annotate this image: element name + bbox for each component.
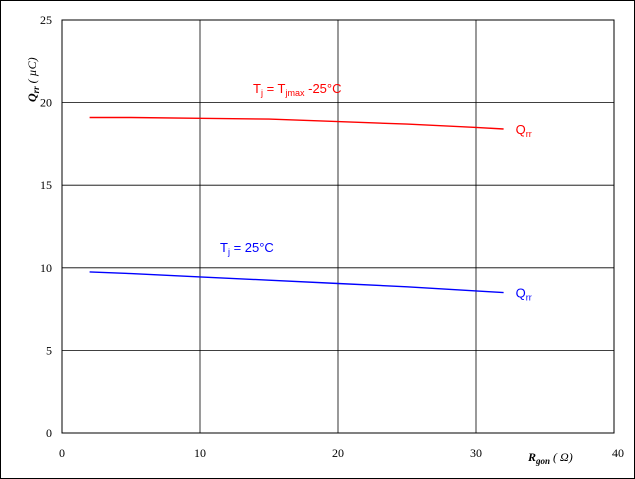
- condition-label: Tj = Tjmax -25°C: [253, 81, 342, 98]
- series-end-label: Qrr: [516, 286, 532, 303]
- y-axis-title: Qrr ( µC): [25, 57, 41, 102]
- x-tick-label: 30: [470, 446, 482, 460]
- y-tick-label: 15: [40, 178, 52, 192]
- y-tick-label: 10: [40, 261, 52, 275]
- x-axis-title: Rgon ( Ω): [527, 450, 573, 466]
- x-tick-label: 20: [332, 446, 344, 460]
- series-line-2: [89, 271, 504, 294]
- y-tick-label: 25: [40, 13, 52, 27]
- y-tick-label: 20: [40, 96, 52, 110]
- series-line-1: [89, 116, 504, 130]
- x-tick-label: 40: [612, 446, 624, 460]
- condition-label: Tj = 25°C: [220, 240, 274, 257]
- x-tick-label: 0: [59, 446, 65, 460]
- series-end-label: Qrr: [516, 122, 532, 139]
- x-tick-label: 10: [194, 446, 206, 460]
- y-tick-label: 5: [46, 343, 52, 357]
- y-tick-label: 0: [46, 426, 52, 440]
